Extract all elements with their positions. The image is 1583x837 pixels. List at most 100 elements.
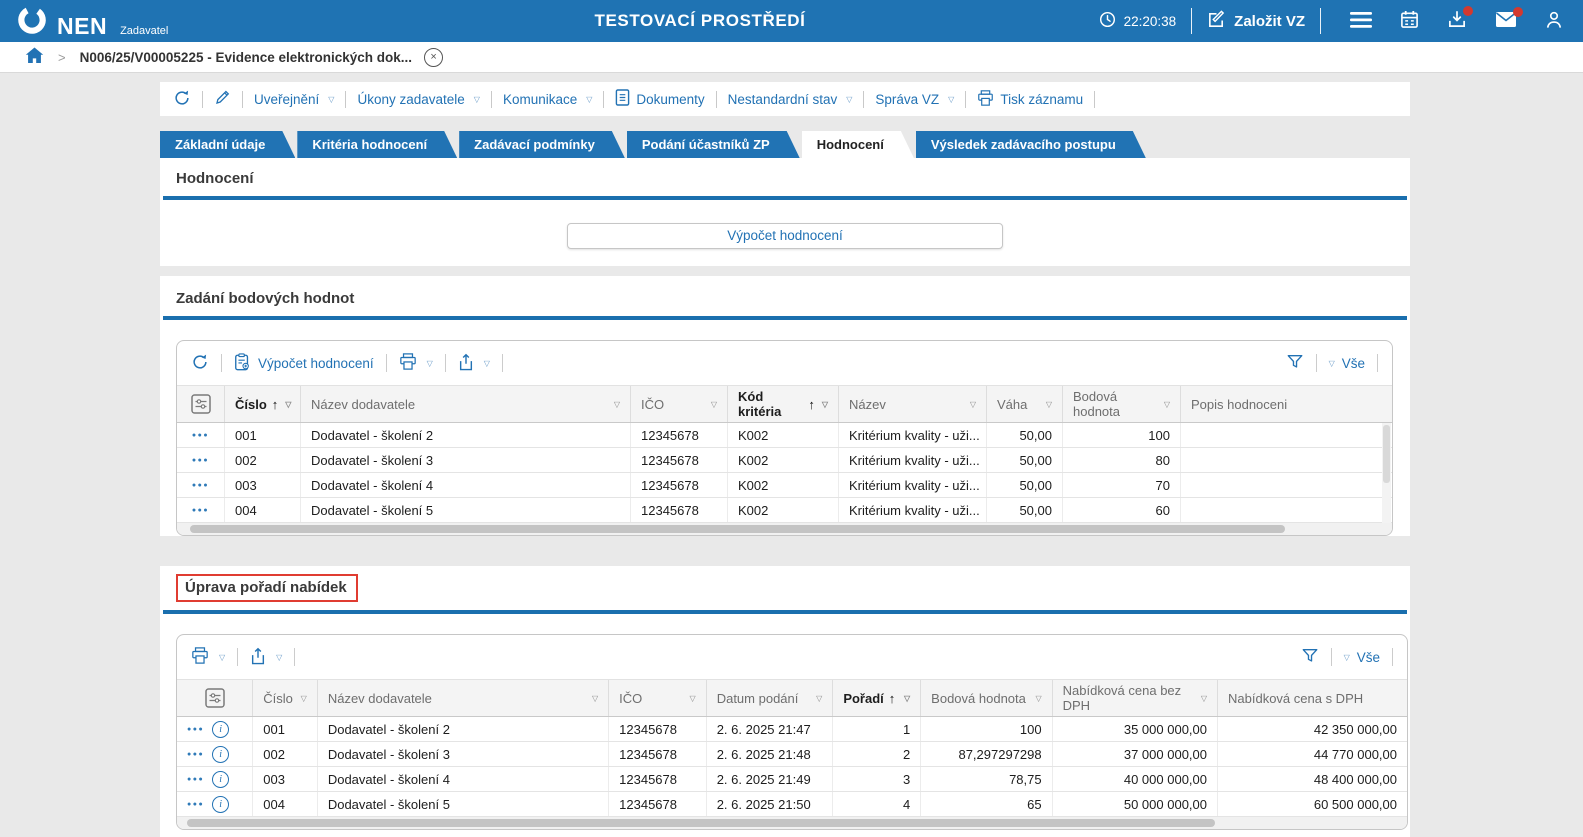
- printer-icon: [399, 353, 417, 373]
- column-header-cena-bez-dph[interactable]: Nabídková cena bez DPH ▽: [1053, 680, 1218, 716]
- table-row[interactable]: ●●● 001 Dodavatel - školení 2 12345678 K…: [177, 423, 1392, 448]
- menu-komunikace[interactable]: Komunikace ▽: [503, 92, 592, 107]
- table-row[interactable]: ●●● i 004 Dodavatel - školení 5 12345678 …: [177, 792, 1407, 817]
- menu-dokumenty[interactable]: Dokumenty: [615, 89, 705, 109]
- column-header-nazev[interactable]: Název ▽: [839, 386, 987, 422]
- tab-vysledek[interactable]: Výsledek zadávacího postupu: [916, 131, 1146, 158]
- grid-print-button[interactable]: ▽: [399, 353, 433, 373]
- section-title-wrap: Úprava pořadí nabídek: [160, 566, 1410, 610]
- cell-cena-bez-dph: 40 000 000,00: [1053, 767, 1218, 791]
- toolbar-separator: [1315, 354, 1317, 372]
- grid-filter-button[interactable]: [1301, 647, 1319, 668]
- cell-ico: 12345678: [631, 473, 728, 497]
- messages-button[interactable]: [1495, 7, 1523, 31]
- grid-export-button[interactable]: ▽: [250, 647, 282, 668]
- grid-filter-all-dropdown[interactable]: ▽ Vše: [1344, 650, 1380, 665]
- menu-tisk-zaznamu[interactable]: Tisk záznamu: [977, 89, 1083, 109]
- info-icon[interactable]: i: [212, 720, 230, 738]
- grid-export-button[interactable]: ▽: [458, 353, 490, 374]
- cell-nazev: Kritérium kvality - uži...: [839, 498, 987, 522]
- points-grid: Výpočet hodnocení ▽ ▽: [176, 340, 1393, 536]
- cell-popis: [1181, 448, 1392, 472]
- create-vz-button[interactable]: Založit VZ: [1207, 9, 1305, 33]
- grid-filter-all-dropdown[interactable]: ▽ Vše: [1329, 356, 1365, 371]
- vertical-scrollbar-thumb[interactable]: [1383, 425, 1390, 483]
- nen-brand[interactable]: NEN Zadavatel: [16, 4, 168, 38]
- home-button[interactable]: [25, 47, 44, 67]
- table-row[interactable]: ●●● i 001 Dodavatel - školení 2 12345678 …: [177, 717, 1407, 742]
- column-label: Číslo: [235, 396, 267, 412]
- column-header-datum-podani[interactable]: Datum podání ▽: [707, 680, 834, 716]
- column-header-nazev-dodavatele[interactable]: Název dodavatele ▽: [318, 680, 610, 716]
- row-menu-icon[interactable]: ●●●: [191, 481, 210, 489]
- table-row[interactable]: ●●● i 003 Dodavatel - školení 4 12345678 …: [177, 767, 1407, 792]
- column-label: Datum podání: [716, 690, 799, 706]
- table-row[interactable]: ●●● 002 Dodavatel - školení 3 12345678 K…: [177, 448, 1392, 473]
- column-header-poradi[interactable]: Pořadí ↑ ▽: [833, 680, 922, 716]
- grid-filter-button[interactable]: [1286, 353, 1304, 374]
- tab-zakladni-udaje[interactable]: Základní údaje: [160, 131, 295, 158]
- column-header-ico[interactable]: IČO ▽: [609, 680, 707, 716]
- grid-vypocet-hodnoceni-button[interactable]: Výpočet hodnocení: [234, 352, 374, 374]
- tab-kriteria-hodnoceni[interactable]: Kritéria hodnocení: [297, 131, 457, 158]
- column-header-popis-hodnoceni[interactable]: Popis hodnoceni: [1181, 386, 1392, 422]
- chevron-down-icon: ▽: [969, 399, 976, 409]
- calendar-icon: [1400, 10, 1419, 32]
- pencil-icon: [214, 89, 231, 109]
- column-header-cislo[interactable]: Číslo ▽: [253, 680, 318, 716]
- table-row[interactable]: ●●● 003 Dodavatel - školení 4 12345678 K…: [177, 473, 1392, 498]
- column-settings-button[interactable]: [177, 680, 254, 716]
- cell-cislo: 003: [225, 473, 301, 497]
- horizontal-scrollbar-thumb[interactable]: [187, 819, 1215, 827]
- calendar-button[interactable]: [1400, 10, 1419, 32]
- tab-zadavaci-podminky[interactable]: Zadávací podmínky: [459, 131, 625, 158]
- cell-cena-s-dph: 60 500 000,00: [1313, 796, 1397, 812]
- cell-bodova: 80: [1063, 448, 1181, 472]
- column-settings-button[interactable]: [177, 386, 225, 422]
- column-header-kod-kriteria[interactable]: Kód kritéria ↑ ▽: [728, 386, 839, 422]
- row-menu-icon[interactable]: ●●●: [191, 506, 210, 514]
- row-menu-icon[interactable]: ●●●: [187, 800, 205, 808]
- vertical-scrollbar[interactable]: [1382, 423, 1391, 523]
- row-menu-icon[interactable]: ●●●: [191, 456, 210, 464]
- profile-button[interactable]: [1545, 10, 1563, 32]
- row-menu-icon[interactable]: ●●●: [187, 750, 205, 758]
- row-menu-icon[interactable]: ●●●: [191, 431, 210, 439]
- chevron-down-icon: ▽: [1163, 399, 1170, 409]
- vypocet-hodnoceni-button[interactable]: Výpočet hodnocení: [567, 223, 1003, 249]
- table-row[interactable]: ●●● i 002 Dodavatel - školení 3 12345678 …: [177, 742, 1407, 767]
- column-header-nazev-dodavatele[interactable]: Název dodavatele ▽: [301, 386, 631, 422]
- close-record-icon[interactable]: ×: [424, 47, 444, 67]
- horizontal-scrollbar[interactable]: [177, 523, 1392, 535]
- info-icon[interactable]: i: [212, 745, 230, 763]
- info-icon[interactable]: i: [212, 770, 230, 788]
- edit-button[interactable]: [214, 89, 231, 109]
- column-header-ico[interactable]: IČO ▽: [631, 386, 728, 422]
- column-header-cena-s-dph[interactable]: Nabídková cena s DPH: [1218, 680, 1407, 716]
- column-header-bodova-hodnota[interactable]: Bodová hodnota ▽: [1063, 386, 1181, 422]
- grid-print-button[interactable]: ▽: [191, 647, 225, 667]
- cell-cislo: 003: [253, 767, 318, 791]
- main-menu-button[interactable]: [1350, 11, 1372, 31]
- menu-ukony-zadavatele[interactable]: Úkony zadavatele ▽: [357, 92, 479, 107]
- toolbar-separator: [385, 354, 387, 372]
- column-header-cislo[interactable]: Číslo ↑ ▽: [225, 386, 301, 422]
- cell-dodavatel: Dodavatel - školení 5: [301, 498, 631, 522]
- horizontal-scrollbar-thumb[interactable]: [190, 525, 1285, 533]
- refresh-button[interactable]: [173, 89, 191, 110]
- table-row[interactable]: ●●● 004 Dodavatel - školení 5 12345678 K…: [177, 498, 1392, 523]
- column-header-bodova-hodnota[interactable]: Bodová hodnota ▽: [921, 680, 1053, 716]
- menu-nestandardni-stav[interactable]: Nestandardní stav ▽: [728, 92, 853, 107]
- column-header-vaha[interactable]: Váha ▽: [987, 386, 1063, 422]
- grid-refresh-button[interactable]: [191, 353, 209, 374]
- downloads-button[interactable]: [1447, 6, 1473, 32]
- info-icon[interactable]: i: [212, 795, 230, 813]
- breadcrumb-current-item[interactable]: N006/25/V00005225 - Evidence elektronick…: [79, 49, 413, 65]
- row-menu-icon[interactable]: ●●●: [187, 775, 205, 783]
- menu-sprava-vz[interactable]: Správa VZ ▽: [875, 92, 954, 107]
- row-menu-icon[interactable]: ●●●: [187, 725, 205, 733]
- tab-podani-ucastniku[interactable]: Podání účastníků ZP: [627, 131, 800, 158]
- menu-uverejneni[interactable]: Uveřejnění ▽: [254, 92, 334, 107]
- horizontal-scrollbar[interactable]: [177, 817, 1407, 829]
- tab-hodnoceni[interactable]: Hodnocení: [802, 131, 914, 158]
